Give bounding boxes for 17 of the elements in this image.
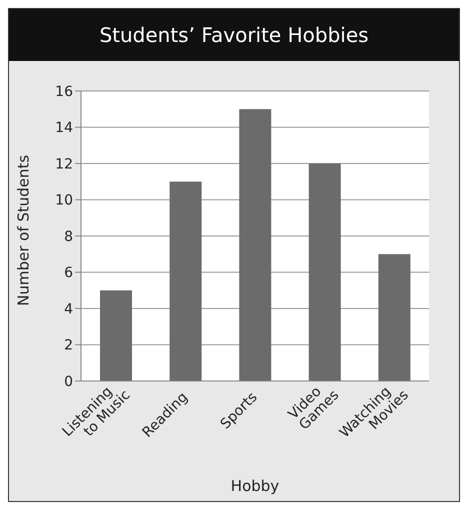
- bar: [170, 182, 202, 381]
- bar: [378, 254, 410, 381]
- y-tick-label: 0: [64, 374, 73, 390]
- y-axis-title: Number of Students: [14, 154, 32, 306]
- y-tick-label: 14: [55, 120, 74, 136]
- y-tick-label: 2: [64, 338, 73, 354]
- y-tick-label: 10: [55, 192, 73, 209]
- bar: [308, 164, 341, 381]
- y-tick-label: 12: [55, 156, 73, 172]
- chart-title: Students’ Favorite Hobbies: [9, 9, 459, 61]
- y-tick-label: 4: [64, 301, 74, 318]
- y-tick-label: 8: [64, 228, 73, 245]
- bar: [100, 290, 132, 381]
- bar: [239, 109, 272, 381]
- y-tick-label: 6: [64, 265, 74, 282]
- y-tick-label: 16: [55, 84, 74, 100]
- x-axis-title: Hobby: [230, 477, 280, 495]
